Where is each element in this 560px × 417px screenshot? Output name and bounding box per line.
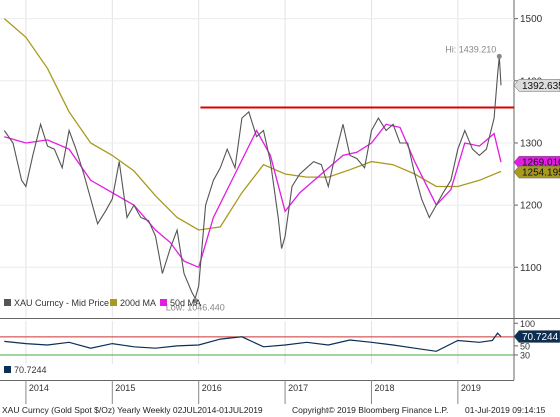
- footer-security-info: XAU Curncy (Gold Spot $/Oz) Yearly Weekl…: [2, 405, 263, 415]
- price-tick-label-1100: 1100: [520, 263, 542, 274]
- rsi-value-tag-box: [513, 330, 560, 343]
- ma200-line: [3, 18, 502, 231]
- year-label-2016: 2016: [202, 383, 222, 393]
- low-marker: [192, 298, 198, 304]
- last-price-tag-box: [513, 79, 560, 92]
- low-label: Low: 1046.440: [166, 303, 225, 313]
- legend-label-2: 50d MA: [170, 298, 201, 308]
- ma50-tag-text: 1269.010: [522, 158, 560, 169]
- x-axis: 2014 2015 2016 2017 2018 2019: [0, 380, 514, 404]
- rsi-value-tag-text: 70.7244: [522, 332, 559, 343]
- footer: XAU Curncy (Gold Spot $/Oz) Yearly Weekl…: [0, 404, 560, 417]
- footer-copyright: Copyright© 2019 Bloomberg Finance L.P.: [292, 405, 449, 415]
- legend-label-0: XAU Curncy - Mid Price: [14, 298, 109, 308]
- year-label-2015: 2015: [115, 383, 135, 393]
- hi-marker: [496, 53, 502, 59]
- ma200-tag-box: [513, 165, 560, 179]
- rsi-legend-label: 70.7244: [14, 365, 47, 375]
- rsi-legend-swatch: [4, 366, 11, 373]
- price-tick-label-1200: 1200: [520, 201, 543, 212]
- price-tick-label-1500: 1500: [520, 14, 543, 25]
- year-label-2019: 2019: [461, 383, 481, 393]
- ma200-tag-text: 1254.195: [522, 168, 560, 179]
- footer-timestamp: 01-Jul-2019 09:14:15: [465, 405, 546, 415]
- price-line: [3, 56, 502, 300]
- ma50-line: [4, 123, 502, 269]
- price-tick-label-1300: 1300: [520, 138, 543, 149]
- legend-swatch-1: [110, 299, 117, 306]
- rsi-tick-label-30: 30: [520, 350, 530, 360]
- year-label-2014: 2014: [29, 383, 49, 393]
- legend-label-1: 200d MA: [120, 298, 156, 308]
- last-price-tag-text: 1392.635: [522, 81, 560, 92]
- rsi-line: [4, 332, 502, 352]
- rsi-tick-label-100: 100: [520, 319, 535, 329]
- legend-swatch-0: [4, 299, 11, 306]
- rsi-tick-label-50: 50: [520, 341, 530, 351]
- year-label-2018: 2018: [374, 383, 394, 393]
- legend-swatch-2: [160, 299, 167, 306]
- year-label-2017: 2017: [288, 383, 308, 393]
- hi-label: Hi: 1439.210: [445, 44, 496, 54]
